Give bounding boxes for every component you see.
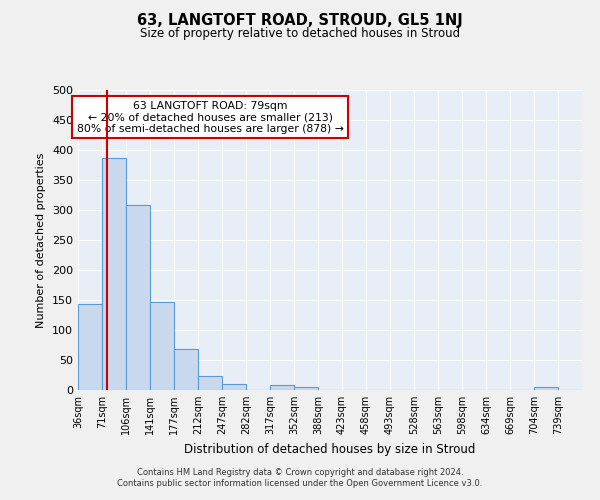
- Bar: [126, 204, 150, 390]
- Bar: [270, 385, 294, 390]
- Bar: [198, 376, 222, 390]
- Text: Size of property relative to detached houses in Stroud: Size of property relative to detached ho…: [140, 28, 460, 40]
- X-axis label: Distribution of detached houses by size in Stroud: Distribution of detached houses by size …: [184, 442, 476, 456]
- Text: Contains HM Land Registry data © Crown copyright and database right 2024.
Contai: Contains HM Land Registry data © Crown c…: [118, 468, 482, 487]
- Text: 63 LANGTOFT ROAD: 79sqm
← 20% of detached houses are smaller (213)
80% of semi-d: 63 LANGTOFT ROAD: 79sqm ← 20% of detache…: [77, 101, 343, 134]
- Bar: [174, 348, 198, 390]
- Bar: [78, 304, 102, 390]
- Bar: [294, 387, 318, 390]
- Bar: [222, 384, 246, 390]
- Bar: [150, 302, 174, 390]
- Text: 63, LANGTOFT ROAD, STROUD, GL5 1NJ: 63, LANGTOFT ROAD, STROUD, GL5 1NJ: [137, 12, 463, 28]
- Y-axis label: Number of detached properties: Number of detached properties: [37, 152, 46, 328]
- Bar: [102, 158, 126, 390]
- Bar: [534, 387, 558, 390]
